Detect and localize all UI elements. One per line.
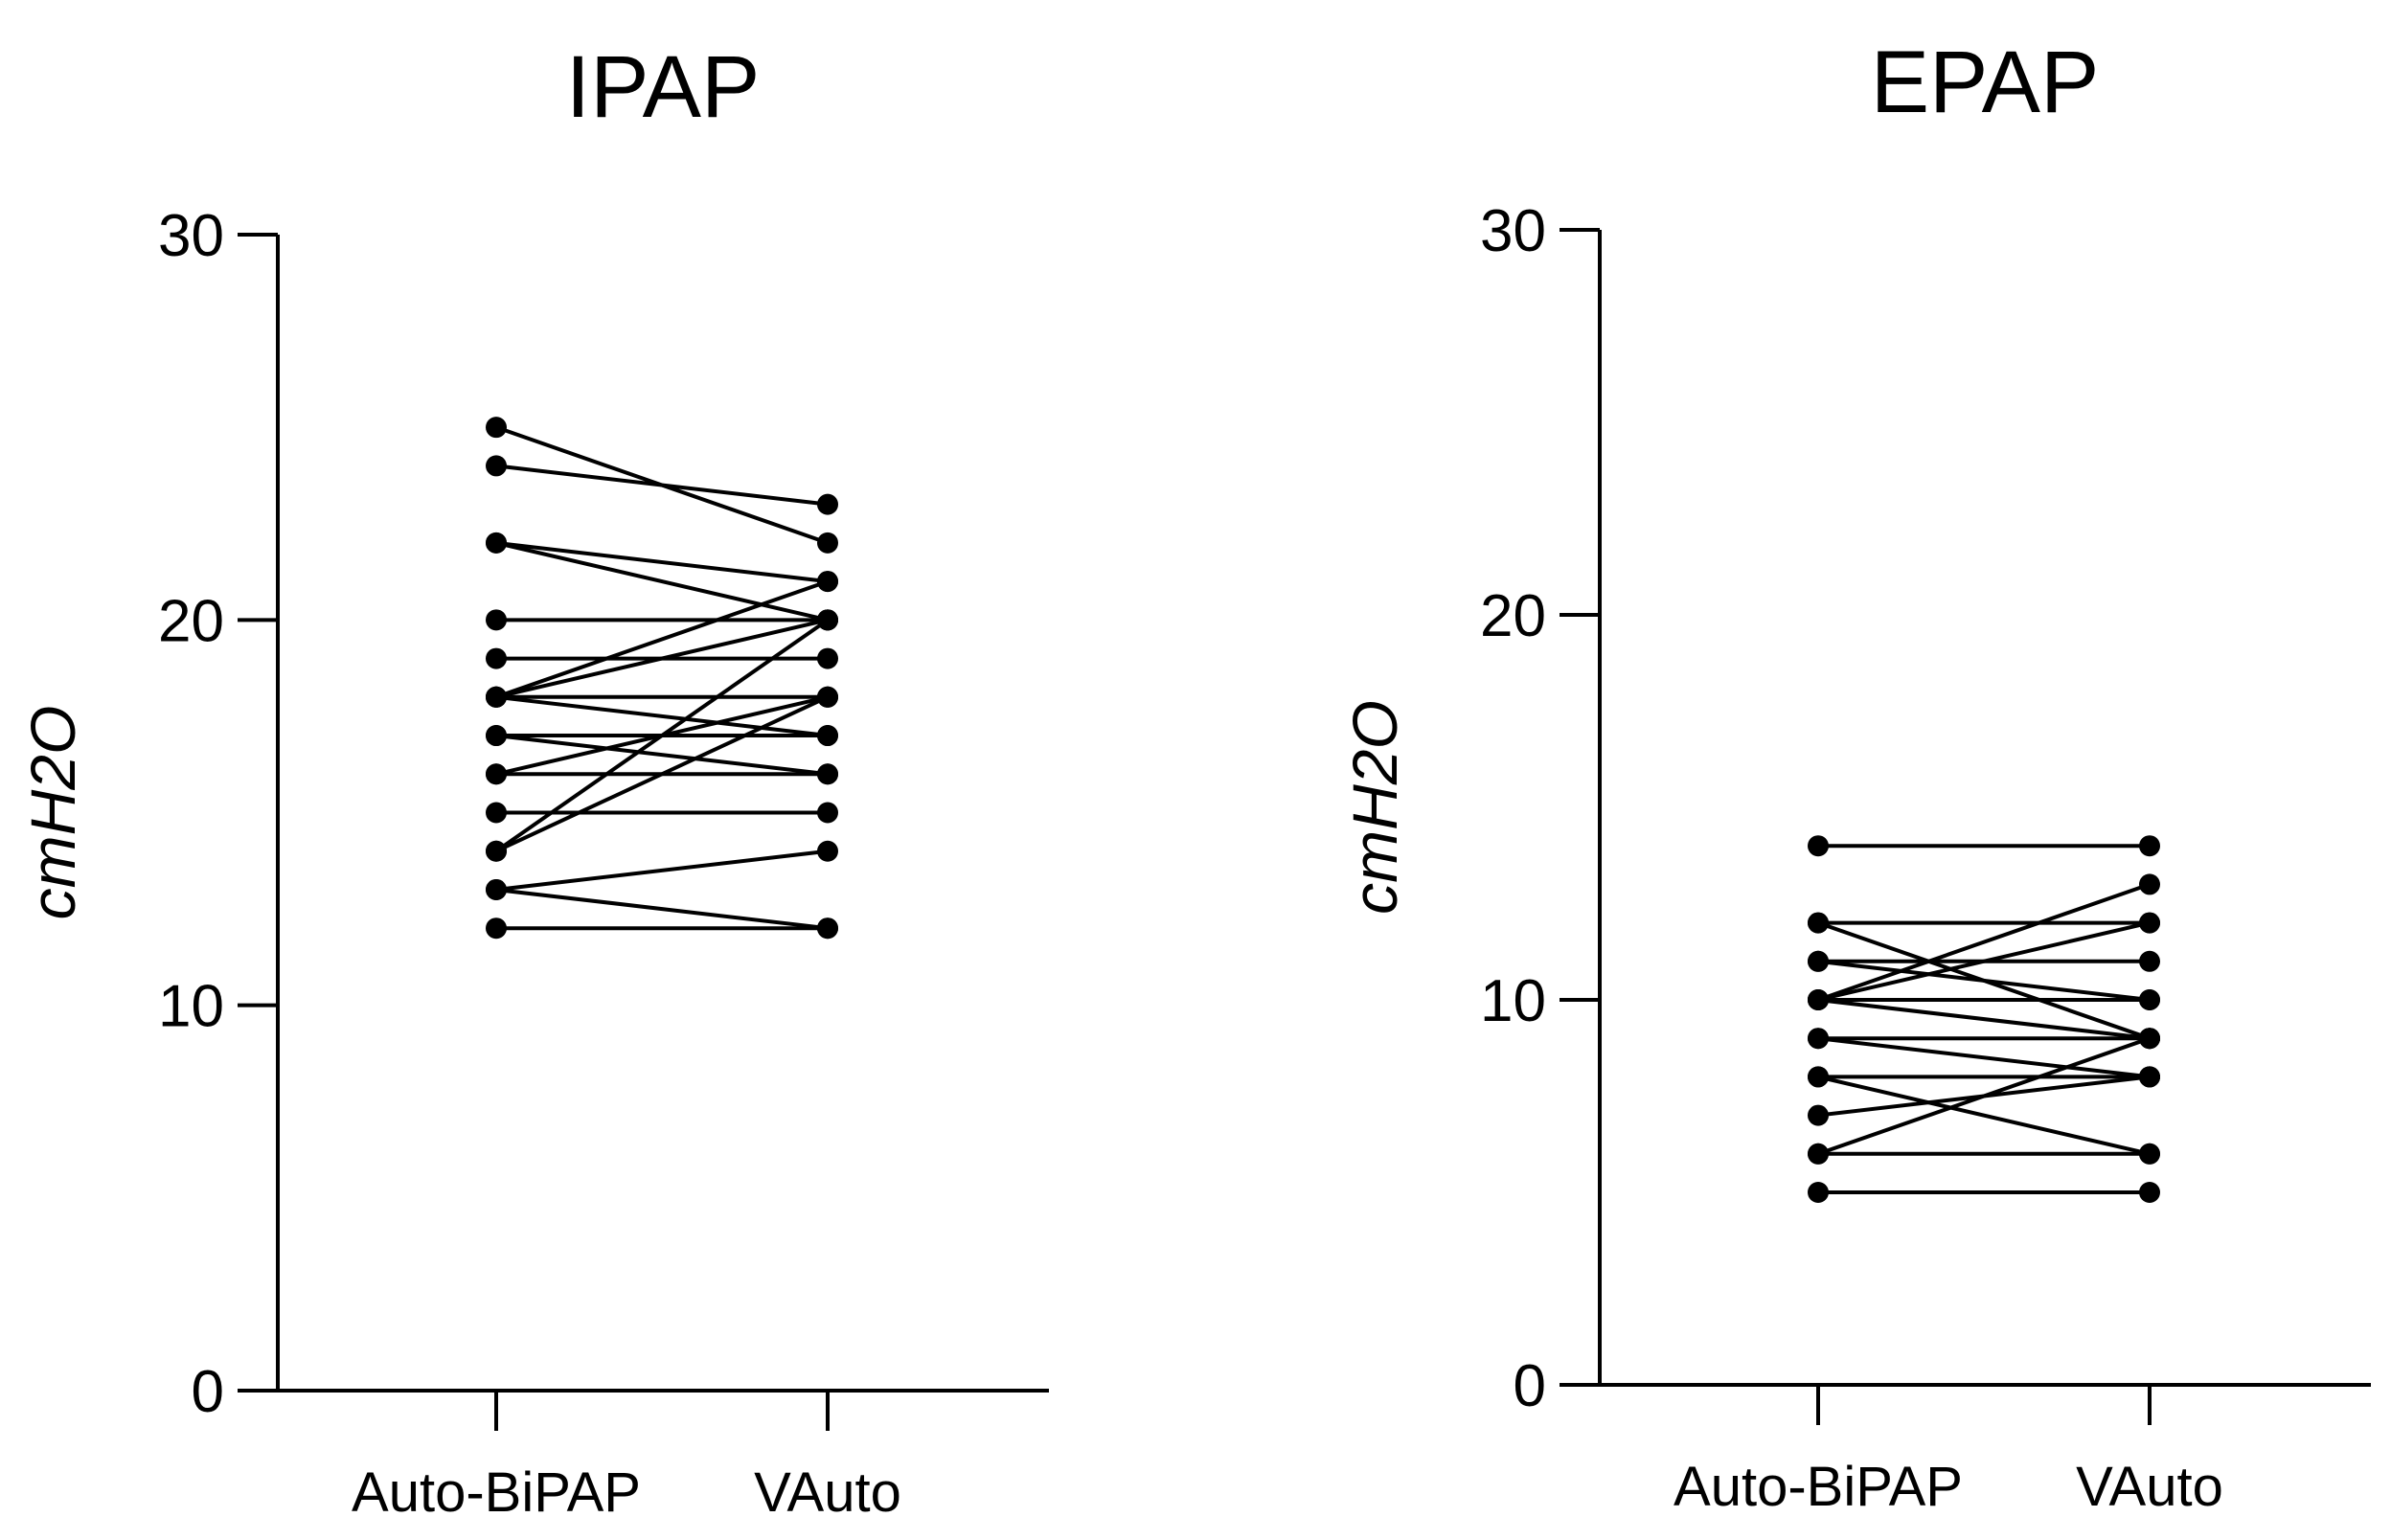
epap-y-tick-label: 10 [1480, 968, 1546, 1034]
ipap-pair-line [494, 618, 830, 853]
ipap-category-label: VAuto [754, 1461, 901, 1524]
ipap-point-auto-bipap [486, 917, 507, 940]
epap-pair-line [1817, 920, 2151, 1002]
ipap-point-vauto [817, 763, 838, 785]
ipap-point-auto-bipap [486, 802, 507, 824]
ipap-pair-line [495, 887, 829, 931]
epap-y-tick-label: 20 [1480, 583, 1546, 649]
ipap-point-vauto [817, 609, 838, 631]
epap-y-tick-label: 0 [1514, 1353, 1546, 1419]
ipap-pair-line [495, 540, 829, 623]
epap-point-auto-bipap [1808, 835, 1829, 857]
epap-point-auto-bipap [1808, 1143, 1829, 1165]
ipap-point-auto-bipap [486, 532, 507, 554]
ipap-point-vauto [817, 686, 838, 708]
ipap-pair-line [495, 694, 829, 853]
ipap-point-auto-bipap [486, 455, 507, 477]
ipap-pair-line [495, 734, 829, 777]
epap-point-auto-bipap [1808, 1066, 1829, 1088]
ipap-point-vauto [817, 647, 838, 669]
ipap-point-auto-bipap [486, 763, 507, 785]
epap-category-label: Auto-BiPAP [1674, 1456, 1963, 1518]
epap-pair-line [1817, 998, 2151, 1041]
ipap-pair-line [495, 540, 829, 584]
ipap-point-vauto [817, 532, 838, 554]
ipap-point-auto-bipap [486, 840, 507, 862]
ipap-pair-line [495, 464, 829, 507]
ipap-pair-line [495, 694, 829, 738]
epap-y-axis-label: cmH2O [1339, 700, 1410, 915]
epap-point-vauto [2139, 1143, 2160, 1165]
epap-point-auto-bipap [1808, 989, 1829, 1010]
epap-point-vauto [2139, 873, 2160, 895]
ipap-panel: IPAP 0 10 20 30 Auto-BiPAP VAuto cmH2O [17, 38, 1049, 1524]
epap-pair-line [1817, 1075, 2151, 1156]
epap-panel: EPAP 0 10 20 30 Auto-BiPAP VAuto cmH2O [1339, 34, 2371, 1518]
ipap-pair-line [495, 849, 829, 892]
epap-category-label: VAuto [2076, 1456, 2223, 1518]
ipap-point-auto-bipap [486, 878, 507, 900]
ipap-point-auto-bipap [486, 609, 507, 631]
ipap-y-tick-label: 30 [158, 203, 224, 269]
ipap-y-axis-label: cmH2O [17, 706, 88, 920]
epap-point-vauto [2139, 950, 2160, 972]
epap-point-auto-bipap [1808, 950, 1829, 972]
ipap-point-vauto [817, 840, 838, 862]
epap-y-tick-label: 30 [1480, 198, 1546, 264]
epap-point-vauto [2139, 1028, 2160, 1050]
ipap-point-vauto [817, 802, 838, 824]
epap-pair-line [1817, 959, 2151, 1002]
ipap-pair-line [495, 579, 829, 699]
epap-pair-line [1817, 882, 2151, 1002]
ipap-y-tick-label: 10 [158, 974, 224, 1040]
ipap-y-tick-label: 20 [158, 588, 224, 654]
epap-point-vauto [2139, 1182, 2160, 1203]
ipap-point-vauto [817, 725, 838, 747]
ipap-point-vauto [817, 917, 838, 940]
epap-pair-line [1817, 1036, 2151, 1156]
ipap-category-label: Auto-BiPAP [352, 1461, 641, 1524]
epap-point-auto-bipap [1808, 912, 1829, 934]
epap-point-vauto [2139, 835, 2160, 857]
epap-point-vauto [2139, 989, 2160, 1010]
epap-point-auto-bipap [1808, 1182, 1829, 1203]
ipap-title: IPAP [566, 38, 761, 136]
ipap-point-auto-bipap [486, 647, 507, 669]
ipap-pair-line [495, 618, 829, 699]
epap-point-auto-bipap [1808, 1104, 1829, 1126]
ipap-point-vauto [817, 571, 838, 593]
ipap-point-auto-bipap [486, 686, 507, 708]
ipap-point-auto-bipap [486, 417, 507, 439]
epap-point-vauto [2139, 1066, 2160, 1088]
ipap-point-auto-bipap [486, 725, 507, 747]
epap-pair-line [1817, 1036, 2151, 1079]
epap-point-vauto [2139, 912, 2160, 934]
ipap-point-vauto [817, 493, 838, 515]
ipap-y-tick-label: 0 [192, 1359, 224, 1425]
epap-title: EPAP [1871, 34, 2100, 131]
epap-point-auto-bipap [1808, 1028, 1829, 1050]
